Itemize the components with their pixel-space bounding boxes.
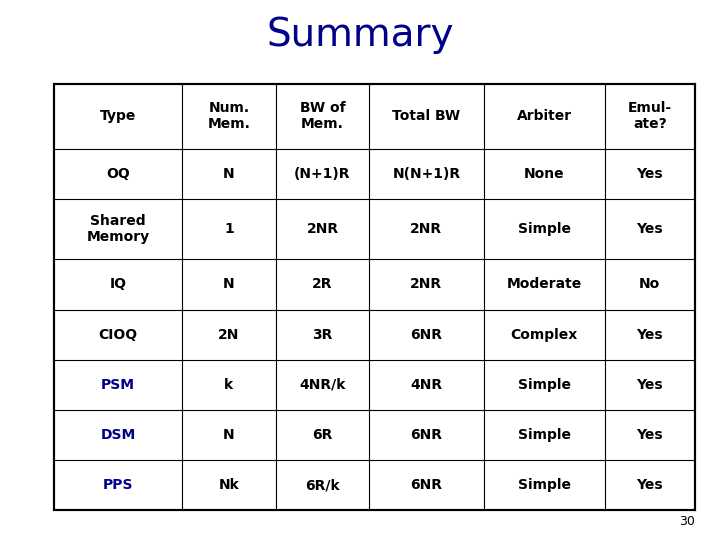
Text: OQ: OQ <box>107 167 130 181</box>
Text: 6NR: 6NR <box>410 478 442 492</box>
Text: 2NR: 2NR <box>410 278 442 292</box>
Text: Summary: Summary <box>266 16 454 54</box>
Text: Simple: Simple <box>518 478 571 492</box>
Text: 6NR: 6NR <box>410 328 442 342</box>
Text: N: N <box>223 167 235 181</box>
Text: 2R: 2R <box>312 278 333 292</box>
Text: 6NR: 6NR <box>410 428 442 442</box>
Text: Simple: Simple <box>518 222 571 236</box>
Text: BW of
Mem.: BW of Mem. <box>300 101 346 131</box>
Text: No: No <box>639 278 660 292</box>
Text: 6R: 6R <box>312 428 333 442</box>
Text: 2NR: 2NR <box>307 222 338 236</box>
Text: CIOQ: CIOQ <box>99 328 138 342</box>
Text: 2N: 2N <box>218 328 240 342</box>
Text: Complex: Complex <box>510 328 577 342</box>
Text: Yes: Yes <box>636 167 663 181</box>
Text: 6R/k: 6R/k <box>305 478 340 492</box>
Text: Total BW: Total BW <box>392 109 460 123</box>
Text: 1: 1 <box>224 222 234 236</box>
Text: Yes: Yes <box>636 328 663 342</box>
Text: k: k <box>225 378 233 392</box>
Text: Yes: Yes <box>636 378 663 392</box>
Text: 3R: 3R <box>312 328 333 342</box>
Text: 30: 30 <box>679 515 695 528</box>
Text: PPS: PPS <box>103 478 133 492</box>
Text: Yes: Yes <box>636 428 663 442</box>
Text: Shared
Memory: Shared Memory <box>86 214 150 244</box>
Text: (N+1)R: (N+1)R <box>294 167 351 181</box>
Text: DSM: DSM <box>101 428 135 442</box>
Text: IQ: IQ <box>109 278 127 292</box>
Text: Simple: Simple <box>518 378 571 392</box>
Text: Moderate: Moderate <box>506 278 582 292</box>
Text: Simple: Simple <box>518 428 571 442</box>
Text: Yes: Yes <box>636 478 663 492</box>
Text: PSM: PSM <box>101 378 135 392</box>
Text: N(N+1)R: N(N+1)R <box>392 167 460 181</box>
Text: Emul-
ate?: Emul- ate? <box>628 101 672 131</box>
Bar <box>54 84 695 510</box>
Text: N: N <box>223 428 235 442</box>
Text: Num.
Mem.: Num. Mem. <box>207 101 251 131</box>
Text: 2NR: 2NR <box>410 222 442 236</box>
Text: Type: Type <box>100 109 136 123</box>
Text: 4NR: 4NR <box>410 378 442 392</box>
Text: Arbiter: Arbiter <box>516 109 572 123</box>
Text: 4NR/k: 4NR/k <box>300 378 346 392</box>
Text: Yes: Yes <box>636 222 663 236</box>
Text: N: N <box>223 278 235 292</box>
Text: None: None <box>524 167 564 181</box>
Text: Nk: Nk <box>219 478 239 492</box>
